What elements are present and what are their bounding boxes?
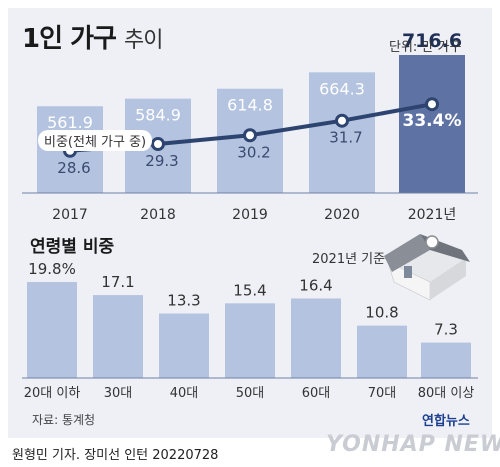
age-bar	[357, 325, 407, 378]
share-value-label: 31.7	[329, 129, 362, 147]
unit-label: 단위: 만 가구	[389, 40, 462, 55]
share-point	[425, 97, 439, 112]
age-tick-label: 40대	[170, 386, 199, 401]
share-point	[151, 136, 165, 151]
age-bar	[421, 342, 471, 378]
section-title: 연령별 비중	[30, 237, 115, 257]
age-value-label: 13.3	[167, 292, 200, 310]
share-value-label: 33.4%	[403, 111, 462, 131]
age-bar	[27, 282, 77, 378]
age-bar	[225, 303, 275, 378]
bar-value-label: 716.6	[402, 30, 462, 52]
age-value-label: 15.4	[233, 281, 266, 299]
source-note: 자료: 통계청	[32, 413, 96, 427]
age-value-label: 16.4	[299, 276, 332, 294]
credit-line: 원형민 기자. 장미선 인턴 20220728	[12, 448, 219, 463]
share-point	[335, 113, 349, 128]
age-value-label: 17.1	[101, 273, 134, 291]
age-share-chart: 19.8% 20대 이하 17.1 30대 13.3 40대 15.4 50대 16.4 60대 1…	[22, 260, 478, 401]
share-value-label: 29.3	[145, 152, 178, 170]
age-value-label: 10.8	[365, 304, 398, 322]
house-icon	[384, 234, 470, 301]
bar-value-label: 561.9	[47, 113, 93, 132]
age-tick-label: 60대	[302, 386, 331, 401]
share-value-label: 30.2	[237, 143, 270, 161]
share-value-label: 28.6	[57, 159, 90, 177]
age-tick-label: 70대	[368, 386, 397, 401]
publisher-logo: 연합뉴스	[422, 414, 470, 429]
year-bar	[309, 72, 375, 193]
year-tick-label: 2021년	[408, 207, 457, 223]
household-trend-chart: 561.9 2017 584.9 2018 614.8 2019 664.3 2020 716.…	[22, 30, 478, 223]
year-tick-label: 2019	[232, 207, 268, 223]
age-tick-label: 80대 이상	[418, 386, 475, 401]
age-bar	[291, 298, 341, 378]
age-value-label: 19.8%	[28, 260, 76, 278]
age-tick-label: 30대	[104, 386, 133, 401]
year-bar	[399, 55, 465, 193]
year-tick-label: 2020	[324, 207, 360, 223]
line-series-label: 비중(전체 가구 중)	[38, 130, 153, 151]
chart-title: 1인 가구 추이	[22, 18, 163, 55]
year-tick-label: 2018	[140, 207, 176, 223]
bar-value-label: 584.9	[135, 106, 181, 125]
bar-value-label: 664.3	[319, 79, 365, 98]
age-tick-label: 50대	[236, 386, 265, 401]
age-bar	[159, 313, 209, 378]
bar-value-label: 614.8	[227, 96, 273, 115]
base-year-label: 2021년 기준	[312, 252, 386, 267]
watermark: YONHAP NEWS	[326, 432, 500, 457]
title-sub: 추이	[123, 28, 163, 53]
title-main: 1인 가구	[22, 24, 117, 54]
age-value-label: 7.3	[434, 321, 458, 339]
age-tick-label: 20대 이하	[24, 386, 81, 401]
year-tick-label: 2017	[52, 207, 88, 223]
age-bar	[93, 295, 143, 378]
share-point	[243, 128, 257, 143]
